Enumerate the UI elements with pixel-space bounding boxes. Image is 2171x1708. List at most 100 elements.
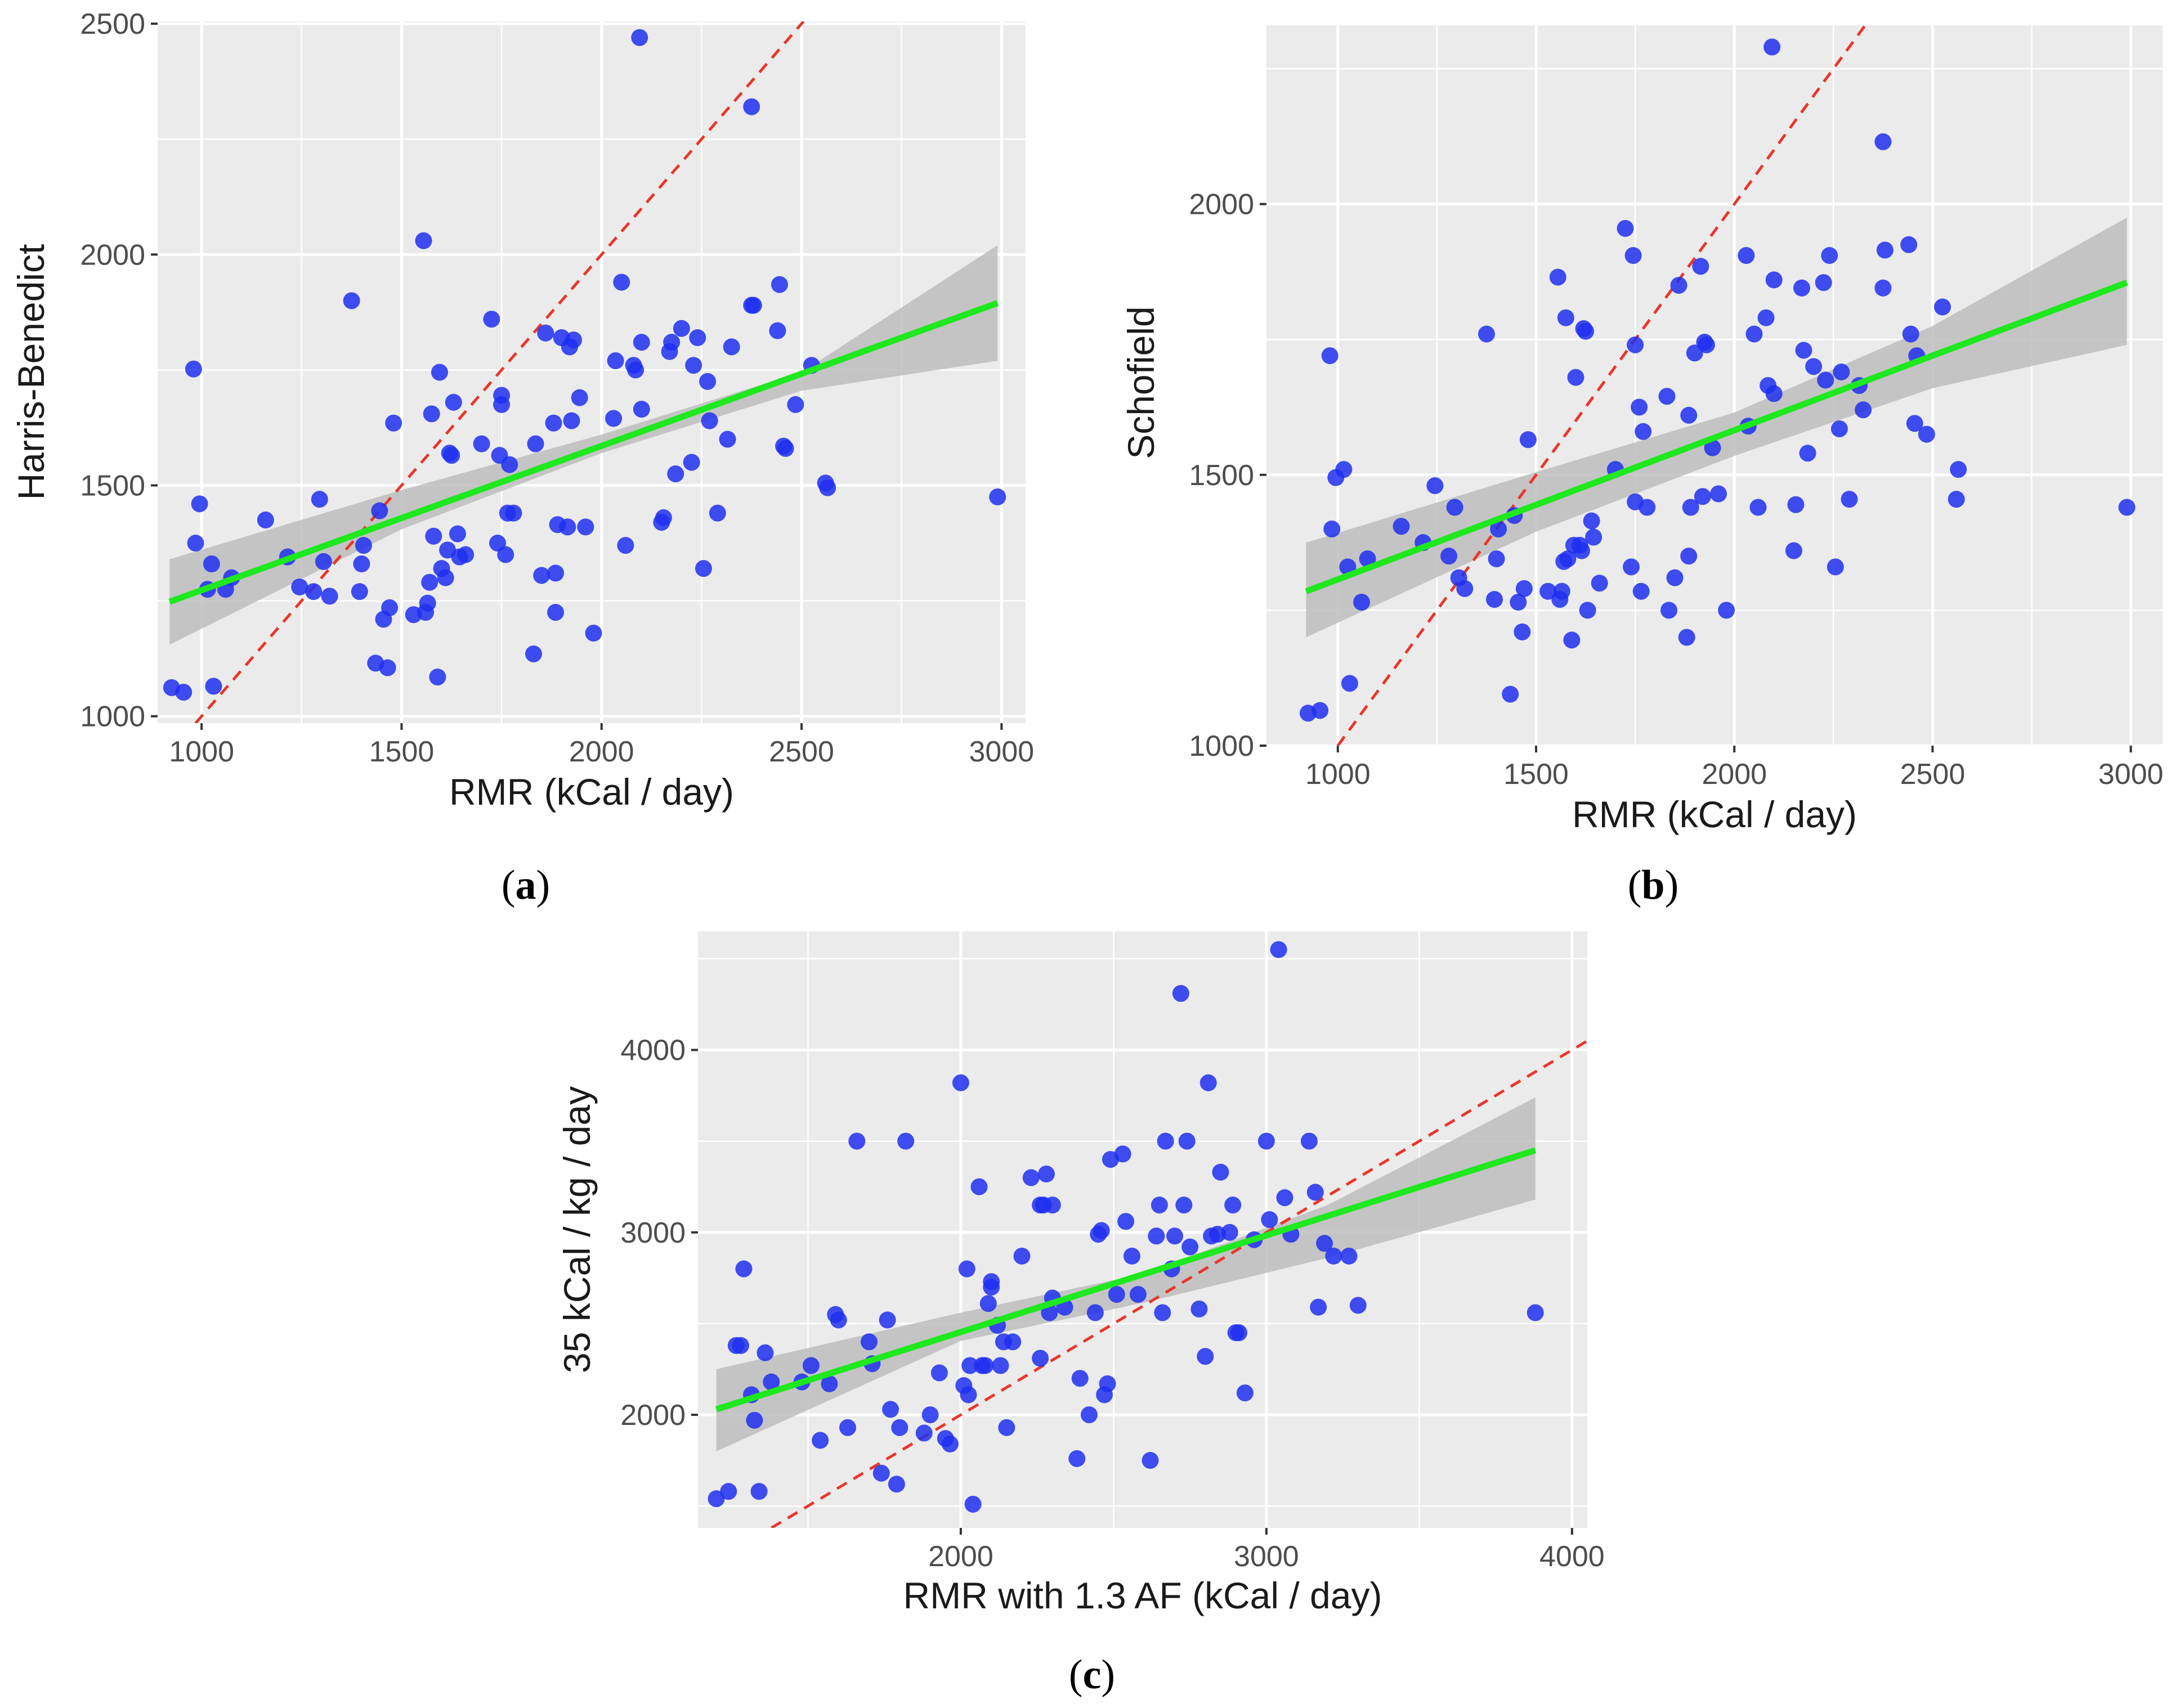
data-point-c-88 [1212,1163,1229,1181]
data-point-a-98 [769,322,786,339]
data-point-a-1 [175,684,193,701]
data-point-c-40 [979,1295,997,1312]
x-tick-label-4000: 4000 [1539,1540,1605,1573]
fit-line-c [715,1147,1537,1413]
data-point-a-61 [547,604,565,621]
data-point-c-13 [821,1375,838,1392]
data-point-b-24 [1514,623,1531,640]
x-tick-label-1000: 1000 [169,736,234,768]
data-point-c-4 [735,1260,753,1277]
data-point-a-4 [191,495,208,513]
data-point-b-8 [1353,593,1371,611]
data-point-c-98 [1276,1189,1293,1207]
data-point-c-83 [1190,1301,1208,1318]
data-point-b-59 [1678,629,1695,646]
data-point-b-5 [1335,461,1353,478]
data-point-c-68 [1114,1145,1131,1163]
data-point-b-71 [1738,247,1755,265]
data-point-c-59 [1071,1370,1089,1387]
data-point-c-55 [1044,1196,1061,1214]
data-point-a-20 [355,537,372,554]
data-point-b-57 [1666,569,1684,586]
data-point-c-73 [1148,1227,1165,1245]
data-point-c-18 [861,1333,878,1351]
data-point-c-42 [983,1273,1000,1290]
panel-label-c-open: ( [1069,1652,1083,1698]
data-point-c-44 [992,1357,1009,1374]
y-tick-label-2000: 2000 [80,239,145,271]
data-point-c-0 [708,1490,725,1508]
data-point-b-73 [1745,325,1763,343]
data-point-a-105 [819,479,836,496]
data-point-c-104 [1325,1248,1342,1265]
data-point-a-94 [723,338,740,356]
data-point-b-60 [1680,406,1698,424]
data-point-a-12 [291,578,308,595]
data-point-b-85 [1805,358,1823,375]
data-point-c-102 [1310,1298,1327,1316]
data-point-b-36 [1567,369,1584,386]
x-ticks-c: 2000 3000 4000 [928,1528,1605,1573]
data-point-b-87 [1817,371,1834,389]
data-point-c-48 [1013,1248,1031,1265]
data-point-b-95 [1874,133,1892,150]
data-point-a-102 [787,396,804,413]
data-point-b-104 [1948,491,1965,508]
data-point-c-1 [720,1483,737,1500]
data-point-a-41 [445,393,462,411]
x-tick-label-3000: 3000 [2098,758,2164,791]
data-point-c-74 [1151,1196,1168,1214]
data-point-c-11 [802,1357,820,1374]
data-point-b-2 [1321,347,1339,365]
x-tick-label-2000: 2000 [1702,758,1767,791]
x-axis-title-a: RMR (kCal / day) [449,771,734,813]
data-point-c-33 [958,1260,975,1277]
data-point-c-89 [1221,1223,1238,1241]
x-ticks-b: 1000 1500 2000 2500 3000 [1305,746,2164,791]
data-point-b-41 [1579,602,1596,619]
data-point-b-63 [1686,344,1703,362]
data-point-c-35 [961,1357,979,1374]
data-point-c-92 [1230,1324,1248,1342]
data-point-c-78 [1166,1227,1184,1245]
data-point-c-20 [872,1464,890,1482]
plot-background-c [698,931,1587,1528]
fit-line [168,300,999,605]
panel-c: 2000 3000 4000 2000 3000 4000 RMR with 1.3 A… [556,931,1605,1698]
x-tick-label-1500: 1500 [1503,758,1569,791]
data-point-b-105 [1950,461,1967,478]
data-point-b-56 [1660,602,1677,619]
data-point-a-88 [689,329,706,346]
data-point-a-40 [443,447,460,464]
data-point-b-32 [1557,309,1574,326]
data-point-b-102 [1918,425,1935,443]
data-point-a-67 [565,331,583,349]
data-point-c-90 [1224,1196,1242,1214]
data-point-a-44 [457,546,475,563]
y-tick-label-4000: 4000 [620,1034,686,1067]
data-point-b-46 [1617,219,1634,237]
x-axis-title-b: RMR (kCal / day) [1572,794,1857,835]
identity-line-c [771,1039,1587,1528]
data-point-a-28 [415,232,432,249]
data-point-a-15 [315,553,332,570]
data-point-a-6 [203,555,220,572]
confidence-band-b [1306,217,2127,638]
y-tick-label-1000: 1000 [80,701,145,733]
data-point-a-58 [537,324,554,342]
data-point-c-84 [1197,1348,1214,1365]
data-point-c-61 [1086,1304,1104,1321]
panel-label-a-close: ) [536,862,550,908]
plot-background-b [1266,25,2163,746]
data-point-a-54 [505,504,522,522]
data-point-b-78 [1765,271,1783,289]
y-tick-label-1500: 1500 [80,469,145,502]
data-point-b-27 [1539,582,1557,600]
data-point-b-13 [1440,548,1458,565]
data-point-a-86 [683,454,700,471]
data-point-b-55 [1658,388,1676,405]
data-point-c-27 [921,1406,939,1424]
x-tick-label-3000: 3000 [969,736,1035,768]
data-point-a-13 [305,583,323,600]
